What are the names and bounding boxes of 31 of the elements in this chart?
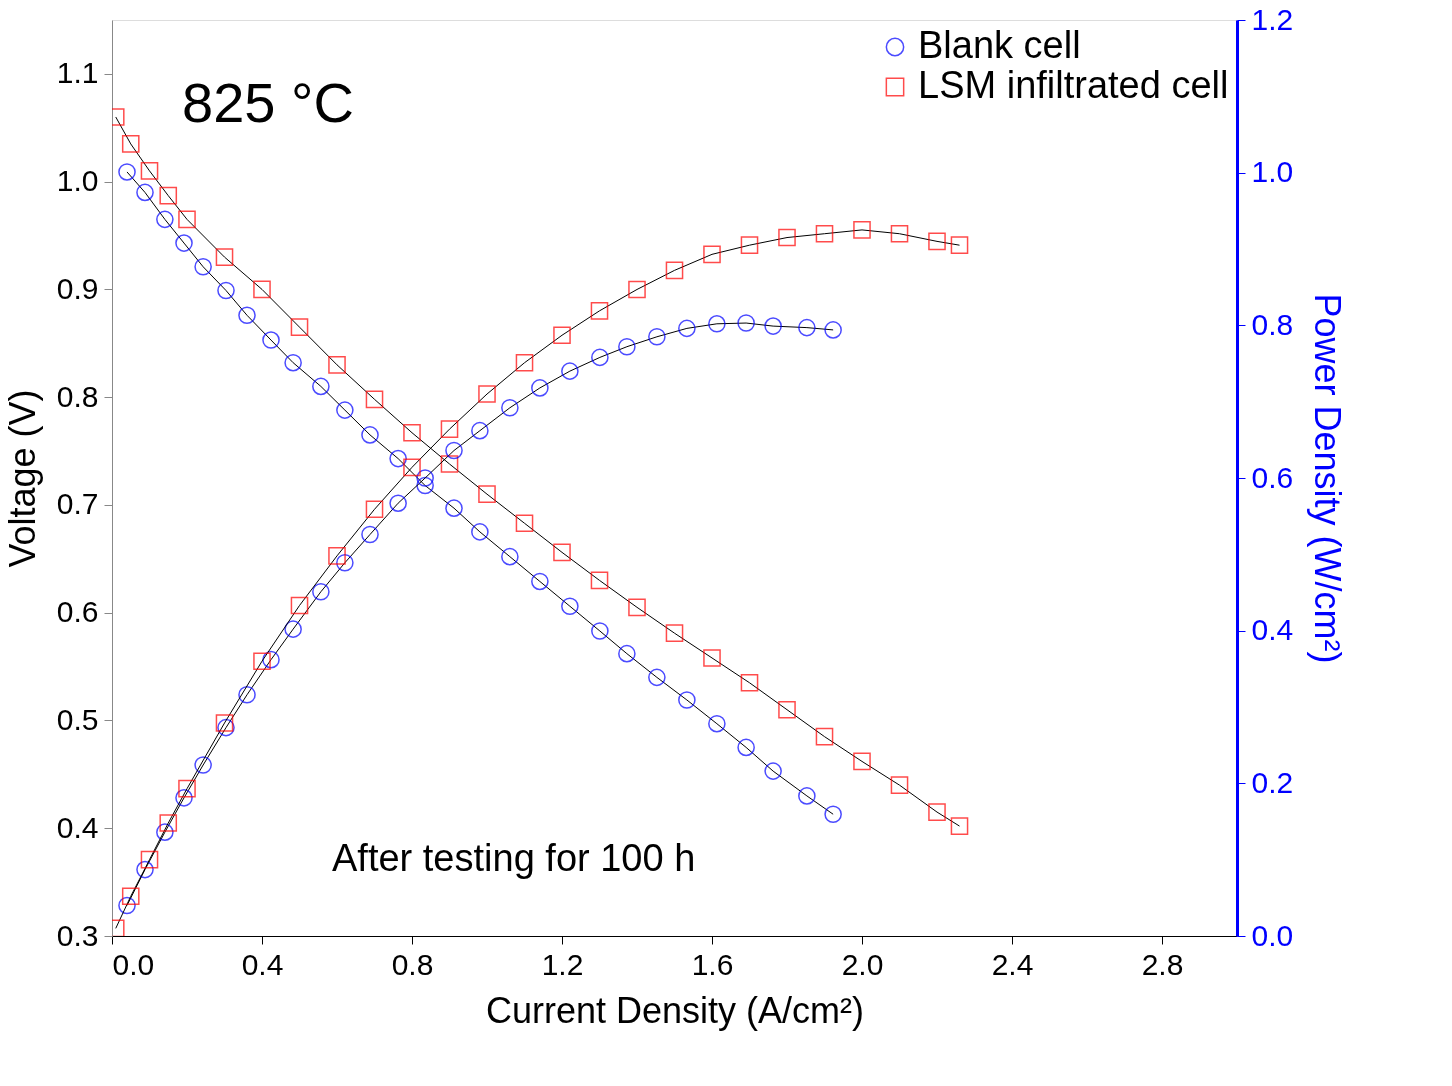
y2-tick-label: 1.0 xyxy=(1251,155,1294,189)
y-axis-title: Voltage (V) xyxy=(1,389,43,568)
y2-tick-label: 0.6 xyxy=(1251,460,1294,494)
y-tick-label: 0.8 xyxy=(56,379,99,413)
x-tick-label: 2.0 xyxy=(841,947,884,981)
annotation: 825 °C xyxy=(182,71,354,134)
y-tick-label: 1.1 xyxy=(56,56,99,90)
y2-tick-label: 0.0 xyxy=(1251,918,1294,952)
y-tick-label: 0.9 xyxy=(56,271,99,305)
x-tick-label: 2.8 xyxy=(1141,947,1184,981)
y-tick-label: 0.3 xyxy=(56,918,99,952)
x-tick-label: 1.2 xyxy=(541,947,584,981)
x-tick-label: 0.8 xyxy=(391,947,434,981)
y2-tick-label: 0.8 xyxy=(1251,307,1294,341)
y-tick-label: 1.0 xyxy=(56,164,99,198)
x-tick-label: 0.0 xyxy=(112,947,155,981)
y2-tick-label: 0.2 xyxy=(1251,765,1294,799)
x-axis-title: Current Density (A/cm²) xyxy=(485,989,865,1031)
y-tick-label: 0.4 xyxy=(56,810,99,844)
y2-tick-label: 0.4 xyxy=(1251,613,1294,647)
y2-tick-label: 1.2 xyxy=(1251,2,1294,36)
x-tick-label: 0.4 xyxy=(241,947,284,981)
legend-label: Blank cell xyxy=(918,24,1081,66)
annotation: After testing for 100 h xyxy=(332,837,696,879)
y2-axis-title: Power Density (W/cm²) xyxy=(1307,293,1349,664)
x-tick-label: 2.4 xyxy=(991,947,1034,981)
y-tick-label: 0.6 xyxy=(56,595,99,629)
legend-label: LSM infiltrated cell xyxy=(918,64,1229,106)
y-tick-label: 0.7 xyxy=(56,487,99,521)
x-tick-label: 1.6 xyxy=(691,947,734,981)
y-tick-label: 0.5 xyxy=(56,702,99,736)
